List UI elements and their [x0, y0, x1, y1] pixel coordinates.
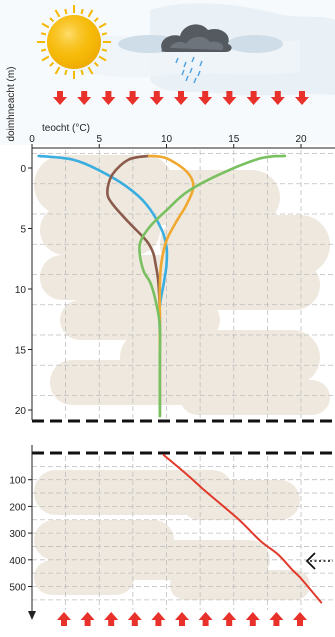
down-arrow-icon [101, 91, 116, 105]
down-arrow-icon [77, 91, 92, 105]
sun-ray [80, 8, 84, 15]
up-arrow-icon [269, 612, 284, 626]
y-tick-label: 100 [9, 476, 26, 487]
y-tick-label: 20 [15, 406, 27, 417]
rain-drop [175, 57, 179, 64]
up-arrow-icon [57, 612, 71, 626]
rain-cloud-icon [118, 24, 283, 84]
top-chart-background [34, 155, 330, 415]
rain-drop [181, 69, 185, 76]
y-tick-label: 300 [9, 529, 26, 540]
y-tick-label: 5 [20, 225, 26, 236]
y-tick-label: 500 [9, 583, 26, 594]
rain-drop [193, 77, 197, 84]
dotted-left-arrow-icon [305, 552, 333, 570]
down-arrow-icon [149, 91, 164, 105]
sun-ray [98, 55, 107, 62]
sun-ray [101, 48, 108, 52]
up-arrow-icon [175, 612, 189, 626]
up-arrow-icon [245, 612, 260, 626]
sun-ray [93, 61, 99, 67]
top-chart-grid [32, 150, 335, 418]
background-blob [40, 205, 160, 255]
down-arrow-icon [295, 91, 309, 105]
sun-ray [49, 17, 55, 23]
y-tick-label: 0 [20, 164, 26, 175]
up-arrow-icon [151, 612, 166, 626]
x-tick-label: 10 [161, 134, 173, 145]
sun-ray [41, 22, 50, 29]
down-arrow-icon [222, 91, 237, 105]
cloud-mist-right [227, 35, 283, 53]
top-chart-axes: 0 5 10 15 20 0 5 10 15 20 [15, 134, 335, 420]
y-axis-label: doimhneacht (m) [6, 66, 17, 141]
sun-ray [54, 66, 61, 75]
rain-drop [199, 60, 203, 67]
sun-shading [47, 15, 101, 69]
y-tick-label: 200 [9, 502, 26, 513]
x-tick-label: 15 [228, 134, 240, 145]
sun-ray [49, 61, 55, 67]
temperature-profile-line [138, 154, 287, 418]
up-arrow-icon [222, 612, 237, 626]
heat-gain-arrows [57, 612, 307, 626]
background-blob [170, 570, 310, 600]
y-tick-label: 10 [15, 285, 27, 296]
y-tick-label: 15 [15, 346, 27, 357]
rain-drop [183, 61, 187, 68]
bottom-chart-background [34, 470, 310, 600]
cloud-highlight [170, 36, 224, 50]
down-arrow-icon [174, 91, 188, 105]
bottom-chart-axes: 100 200 300 400 500 [9, 445, 36, 620]
bottom-chart-grid [32, 456, 335, 610]
down-arrow-icon [53, 91, 67, 105]
sun-ray [54, 9, 61, 18]
up-arrow-icon [104, 612, 119, 626]
sun-ray [41, 55, 50, 62]
up-arrow-icon [80, 612, 95, 626]
sun-ray [64, 8, 68, 15]
sun-ray [87, 9, 94, 18]
up-arrow-icon [127, 612, 142, 626]
sun-ray [101, 32, 108, 36]
rain-drop [189, 67, 193, 74]
background-blob [180, 380, 330, 415]
sun-ray [93, 17, 99, 23]
down-arrow-icon [198, 91, 213, 105]
y-axis-arrowhead [28, 611, 36, 620]
bottom-chart-series [162, 454, 323, 604]
x-tick-label: 5 [96, 134, 102, 145]
rain-drop [197, 70, 201, 77]
top-chart-series [37, 154, 287, 418]
sun-ray [98, 22, 107, 29]
rain-drop [185, 75, 189, 82]
up-arrow-icon [198, 612, 213, 626]
background-blob [170, 260, 320, 310]
sky-panel [0, 0, 335, 145]
dotted-arrow-head [305, 552, 316, 570]
up-arrow-icon [293, 612, 307, 626]
sun-ray [40, 48, 47, 52]
deep-temperature-profile-line [162, 454, 323, 604]
down-arrow-icon [270, 91, 285, 105]
down-arrow-icon [125, 91, 140, 105]
sun-ray [80, 69, 84, 76]
background-blob [180, 480, 300, 520]
x-tick-label: 0 [29, 134, 35, 145]
y-tick-label: 400 [9, 556, 26, 567]
rain-drop [191, 56, 195, 63]
heat-loss-arrows [53, 91, 309, 105]
background-blob [34, 560, 134, 595]
sun-icon [37, 5, 111, 79]
rain-drops [175, 56, 203, 84]
down-arrow-icon [246, 91, 261, 105]
sun-ray [87, 66, 94, 75]
sun-ray [64, 69, 68, 76]
sun-ray [40, 32, 47, 36]
sun-rays [37, 5, 111, 79]
x-axis-label: teocht (°C) [42, 123, 90, 134]
x-tick-label: 20 [295, 134, 307, 145]
